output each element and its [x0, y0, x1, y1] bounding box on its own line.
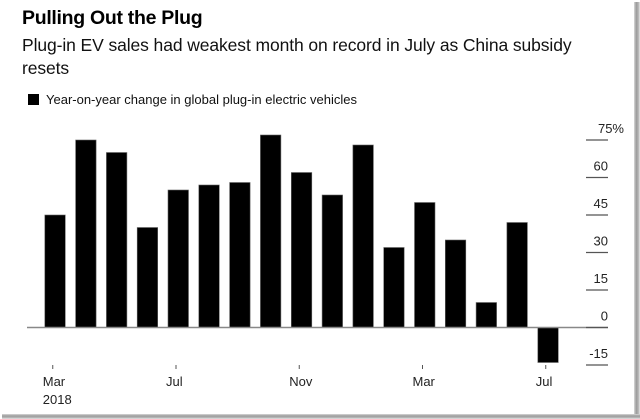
bar-feb-2019 — [383, 247, 405, 328]
bar-mar-2019 — [414, 202, 436, 328]
legend: Year-on-year change in global plug-in el… — [28, 92, 357, 107]
y-tick-label: 15 — [594, 271, 608, 286]
y-tick-label: 75% — [598, 121, 624, 136]
legend-label: Year-on-year change in global plug-in el… — [46, 92, 357, 107]
bar-jun-2018 — [136, 227, 158, 328]
x-axis: Mar 2018 Jul Nov Mar Jul — [43, 365, 553, 407]
bar-jul-2018 — [167, 189, 189, 328]
bar-mar-2018 — [44, 214, 66, 328]
x-tick-year-label: 2018 — [43, 392, 72, 407]
frame-shadow-bottom — [2, 414, 640, 419]
bar-nov-2018 — [290, 172, 313, 328]
chart-subtitle: Plug-in EV sales had weakest month on re… — [22, 35, 572, 78]
bar-sep-2018 — [229, 182, 251, 328]
x-tick-label: Nov — [289, 374, 313, 389]
y-tick-label: 0 — [601, 309, 608, 324]
bar-may-2019 — [475, 302, 497, 328]
bar-may-2018 — [106, 152, 128, 328]
y-axis: 75% 60 45 30 15 0 -15 — [586, 121, 624, 366]
y-tick-label: 60 — [594, 159, 608, 174]
bar-jul-2019 — [537, 327, 559, 363]
frame-shadow-right — [634, 2, 640, 419]
bar-oct-2018 — [260, 134, 282, 328]
x-tick-label: Jul — [536, 374, 553, 389]
bar-dec-2018 — [321, 194, 343, 328]
bar-apr-2018 — [75, 139, 97, 328]
y-tick-label: 30 — [594, 234, 608, 249]
legend-swatch — [28, 94, 39, 105]
bar-apr-2019 — [444, 239, 467, 328]
bar-jun-2019 — [506, 222, 528, 328]
y-tick-label: -15 — [589, 346, 608, 361]
bar-aug-2018 — [198, 184, 220, 328]
y-tick-label: 45 — [594, 196, 608, 211]
x-tick-label: Jul — [166, 374, 183, 389]
bars-group — [44, 134, 559, 363]
x-tick-label: Mar — [413, 374, 436, 389]
x-tick-label: Mar — [43, 374, 66, 389]
chart-title: Pulling Out the Plug — [22, 7, 203, 29]
bar-jan-2019 — [352, 144, 374, 328]
